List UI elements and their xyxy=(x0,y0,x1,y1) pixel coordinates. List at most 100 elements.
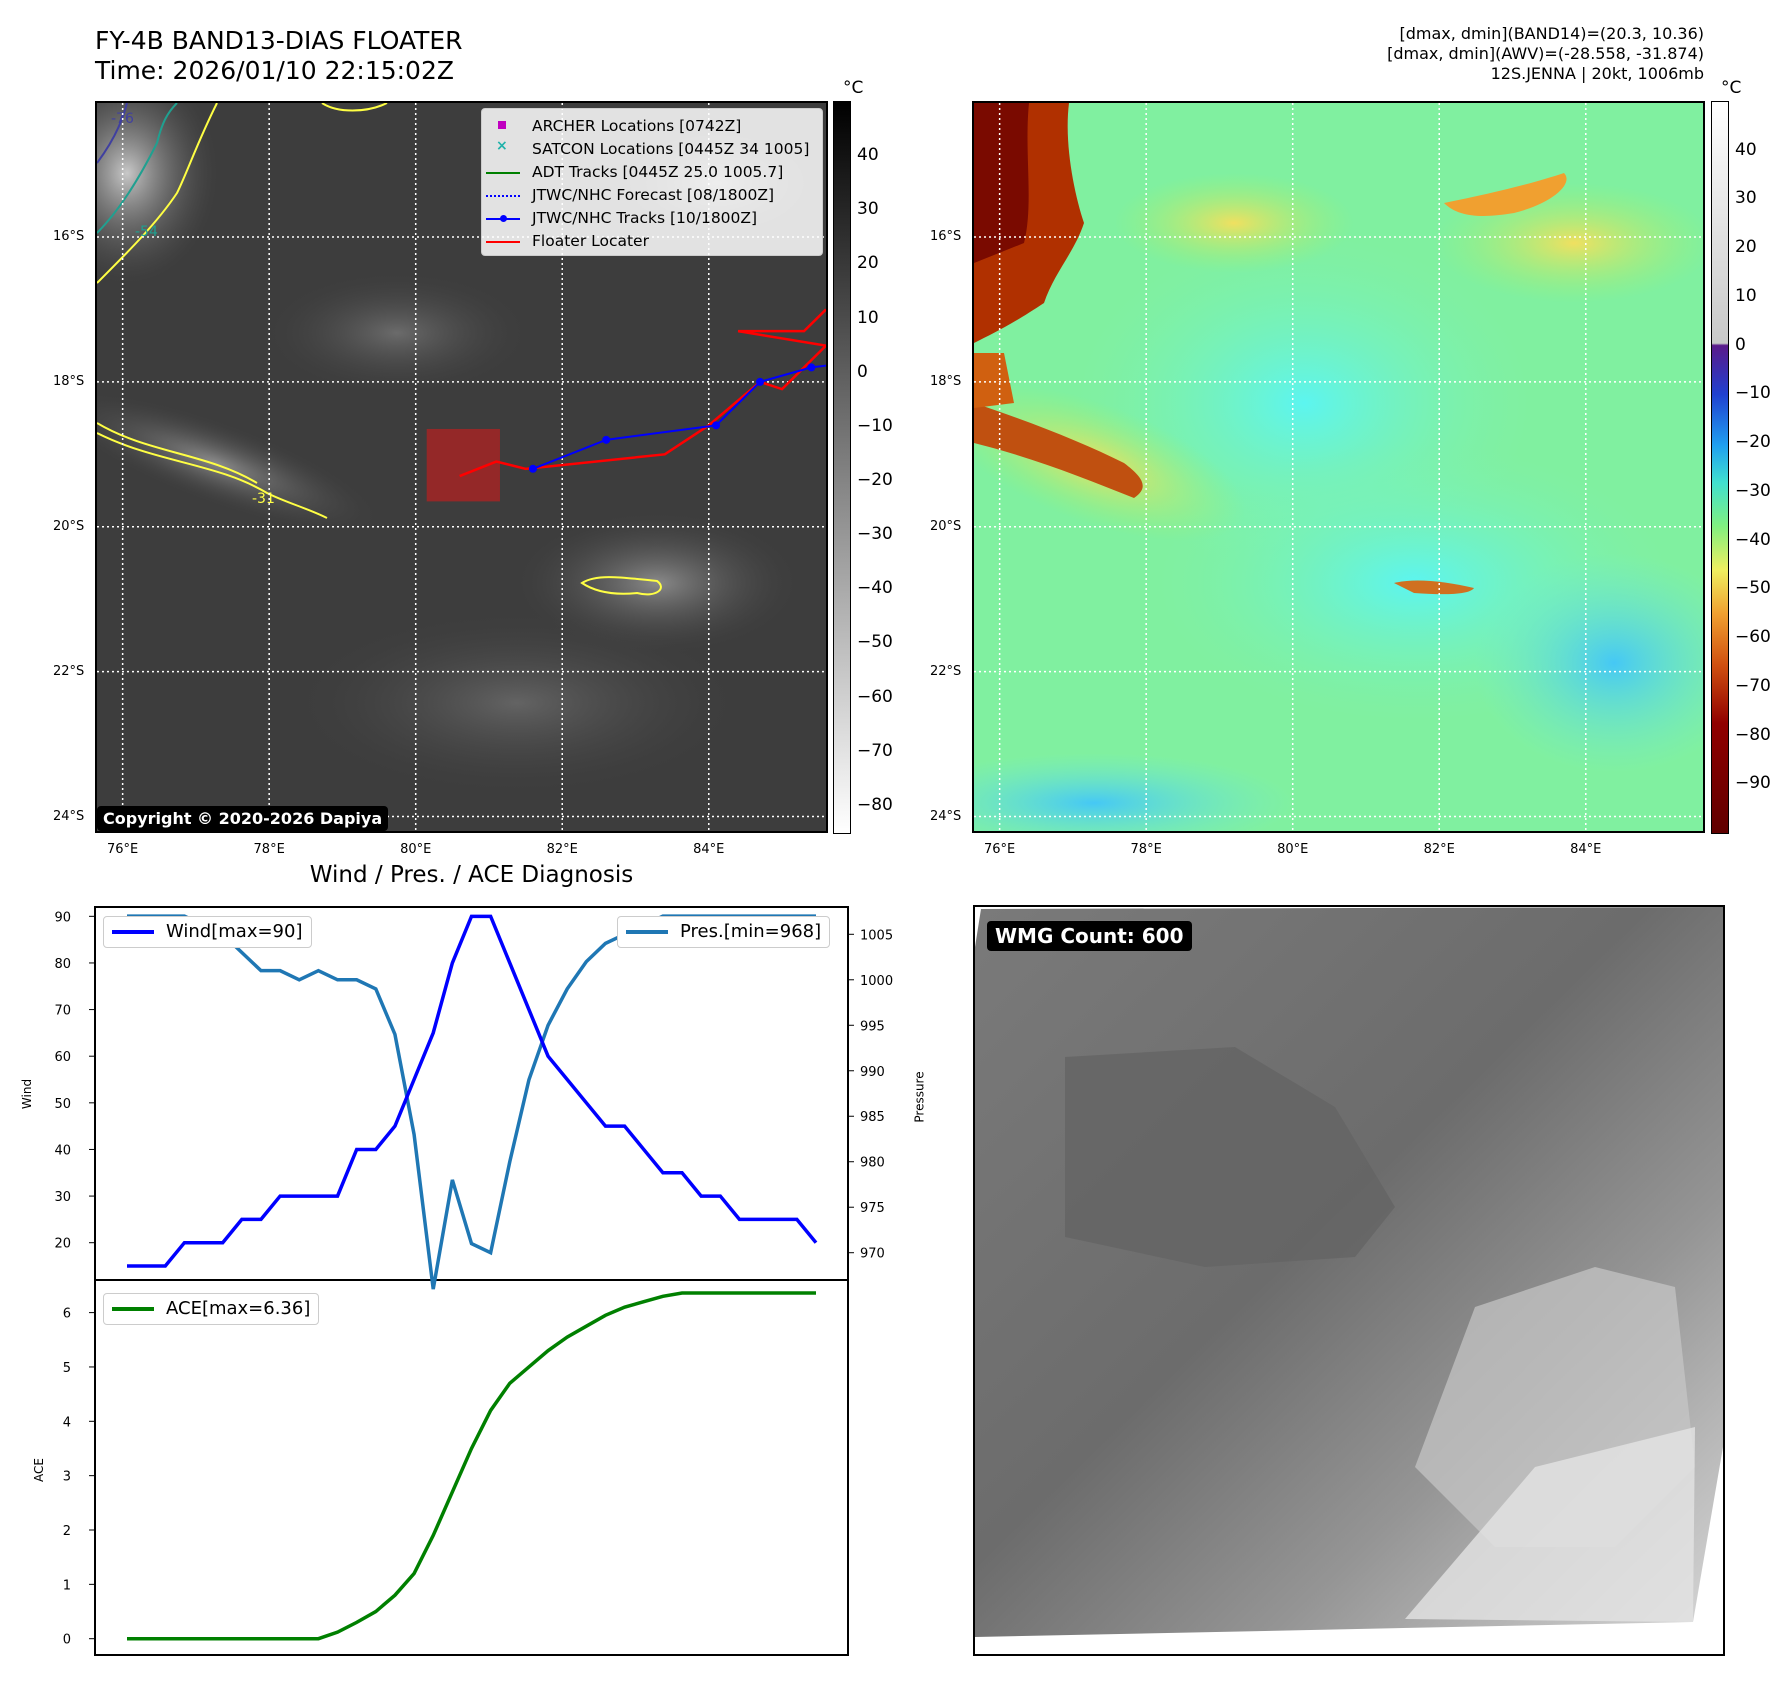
colorbar-tick-label: −50 xyxy=(1735,578,1771,599)
lon-tick-label: 80°E xyxy=(400,842,432,857)
storm-info: 12S.JENNA | 20kt, 1006mb xyxy=(1490,64,1704,83)
wind-tick-label: 60 xyxy=(54,1050,71,1065)
wind-y-ticks: 20 30 40 50 60 70 80 90 xyxy=(54,910,95,1252)
awv-dry-n xyxy=(1114,173,1354,273)
ace-tick-label: 3 xyxy=(63,1470,71,1485)
wind-tick-label: 70 xyxy=(54,1004,71,1019)
pressure-tick-label: 990 xyxy=(860,1065,885,1080)
jtwc-track-point xyxy=(528,464,537,473)
pressure-y-ticks: 970 975 980 985 990 995 1000 1005 xyxy=(848,928,893,1262)
lat-tick-label: 18°S xyxy=(53,373,85,389)
cloud-band-w xyxy=(97,393,378,533)
lon-tick-label: 82°E xyxy=(546,842,578,857)
ace-y-ticks: 0 1 2 3 4 5 6 xyxy=(63,1307,95,1648)
lat-tick-label: 16°S xyxy=(53,229,85,244)
awv-map-panel xyxy=(972,101,1705,833)
jtwc-track-points xyxy=(528,363,816,473)
colorbar-tick-label: 20 xyxy=(857,253,879,274)
contour-yellow-w xyxy=(97,432,328,519)
awv-dry-se-core xyxy=(1394,580,1474,595)
wind-pres-frame xyxy=(94,906,849,1281)
pressure-axis-label: Pressure xyxy=(912,1071,927,1123)
contour-yellow-w2 xyxy=(97,422,258,484)
lat-tick-label: 22°S xyxy=(53,663,85,679)
lon-tick-label: 76°E xyxy=(984,842,1016,857)
pressure-tick-label: 1005 xyxy=(860,928,893,943)
awv-moist-se xyxy=(1474,553,1703,773)
colorbar-tick-label: 10 xyxy=(857,307,879,328)
colorbar-tick-label: 30 xyxy=(1735,188,1757,209)
colorbar-tick-label: −10 xyxy=(1735,383,1771,404)
lat-tick-label: 16°S xyxy=(930,229,962,244)
colorbar-tick-label: −40 xyxy=(1735,529,1771,550)
ace-legend: ACE[max=6.36] xyxy=(103,1293,320,1325)
ace-tick-label: 5 xyxy=(63,1361,71,1376)
pressure-tick-label: 985 xyxy=(860,1110,885,1125)
copyright-badge: Copyright © 2020-2026 Dapiya xyxy=(97,806,389,831)
lon-tick-label: 84°E xyxy=(693,842,725,857)
colorbar-tick-label: −80 xyxy=(1735,724,1771,745)
wind-legend-icon xyxy=(112,930,154,934)
colorbar-tick-label: −10 xyxy=(857,415,893,436)
contour-label-54: -54 xyxy=(135,224,158,240)
wmg-count-badge: WMG Count: 600 xyxy=(987,921,1192,951)
lat-tick-label: 24°S xyxy=(930,808,962,824)
wmg-image xyxy=(975,907,1723,1654)
wind-tick-label: 20 xyxy=(54,1237,71,1252)
wind-tick-label: 40 xyxy=(54,1143,71,1158)
wind-tick-label: 90 xyxy=(54,910,71,925)
wind-tick-label: 50 xyxy=(54,1097,71,1112)
diagnosis-title: Wind / Pres. / ACE Diagnosis xyxy=(309,862,634,888)
jtwc-track-point xyxy=(712,421,721,430)
awv-dry-band-w xyxy=(974,403,1143,498)
lon-tick-label: 80°E xyxy=(1277,842,1309,857)
colorbar-tick-label: −50 xyxy=(857,632,893,653)
jtwc-track-point xyxy=(602,435,611,444)
contour-teal-nw xyxy=(97,103,178,234)
contour-yellow-se xyxy=(580,576,662,596)
colorbar-tick-label: 20 xyxy=(1735,237,1757,258)
lon-tick-label: 78°E xyxy=(1130,842,1162,857)
map-legend: ARCHER Locations [0742Z] × SATCON Locati… xyxy=(481,108,823,256)
colorbar-tick-label: −70 xyxy=(1735,675,1771,696)
wmg-bright-patch-2 xyxy=(1405,1427,1695,1622)
archer-marker-icon xyxy=(498,121,506,129)
forecast-line-icon xyxy=(486,195,520,197)
wind-tick-label: 80 xyxy=(54,957,71,972)
pressure-legend: Pres.[min=968] xyxy=(617,916,831,948)
colorbar-tick-label: −80 xyxy=(857,794,893,815)
colorbar-tick-label: −60 xyxy=(1735,627,1771,648)
ace-tick-label: 6 xyxy=(63,1307,71,1322)
colorbar-tick-label: −60 xyxy=(857,686,893,707)
awv-very-dry-nw xyxy=(974,103,1029,263)
wind-series xyxy=(127,914,818,1268)
contour-blue-nw xyxy=(97,103,128,164)
colorbar-tick-label: 40 xyxy=(857,145,879,166)
pressure-tick-label: 970 xyxy=(860,1247,885,1262)
pressure-tick-label: 980 xyxy=(860,1156,885,1171)
awv-colorbar xyxy=(1711,101,1729,834)
pressure-legend-icon xyxy=(626,930,668,934)
ace-frame xyxy=(94,1279,849,1656)
colorbar-tick-label: −90 xyxy=(1735,773,1771,794)
contour-yellow-n xyxy=(321,103,388,112)
lat-tick-label: 22°S xyxy=(930,663,962,679)
lon-tick-label: 76°E xyxy=(107,842,139,857)
figure-timestamp: Time: 2026/01/10 22:15:02Z xyxy=(95,56,454,85)
lon-tick-label: 84°E xyxy=(1570,842,1602,857)
colorbar-tick-label: −30 xyxy=(1735,480,1771,501)
lat-tick-label: 24°S xyxy=(53,808,85,824)
ace-axis-label: ACE xyxy=(31,1458,46,1482)
awv-range: [dmax, dmin](AWV)=(-28.558, -31.874) xyxy=(1387,44,1704,63)
ace-tick-label: 1 xyxy=(63,1578,71,1593)
cloud-nw xyxy=(97,103,217,283)
contour-label-31: -31 xyxy=(252,491,275,507)
wind-tick-label: 30 xyxy=(54,1190,71,1205)
lat-tick-label: 20°S xyxy=(53,518,85,534)
wmg-panel: WMG Count: 600 xyxy=(973,905,1725,1656)
awv-dry-ne-core xyxy=(1444,173,1567,216)
colorbar-tick-label: −70 xyxy=(857,740,893,761)
ace-series xyxy=(127,1291,816,1641)
pressure-tick-label: 995 xyxy=(860,1019,885,1034)
satcon-marker-icon: × xyxy=(496,138,508,154)
